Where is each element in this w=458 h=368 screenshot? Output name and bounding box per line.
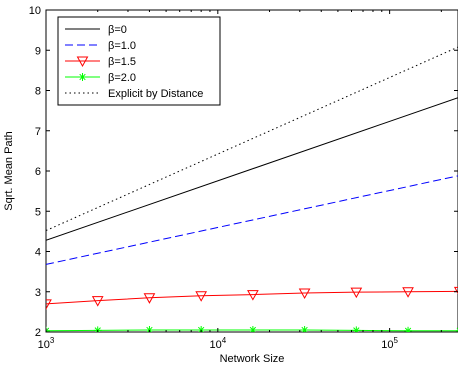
y-tick-label: 10 (29, 5, 41, 17)
series-1 (46, 175, 458, 265)
legend: β=0 β=1.0 β=1.5 β=2.0 Explicit by Distance (57, 16, 221, 106)
data-point (248, 325, 257, 332)
series-line (46, 97, 458, 241)
series-line (46, 290, 458, 305)
legend-label: β=2.0 (108, 72, 136, 84)
y-tick-label: 7 (35, 126, 41, 138)
data-point (404, 326, 413, 332)
data-point (195, 291, 208, 302)
legend-item: β=2.0 (65, 72, 136, 84)
data-point (46, 326, 50, 332)
data-point (46, 299, 52, 310)
legend-marker (76, 56, 89, 68)
y-tick-label: 3 (35, 287, 41, 299)
x-tick-base: 10 (209, 339, 221, 351)
x-tick-exponent: 5 (394, 336, 399, 345)
legend-label: Explicit by Distance (108, 88, 203, 100)
legend-item: β=0 (65, 24, 127, 36)
legend-item: Explicit by Distance (65, 88, 203, 100)
data-point (352, 326, 361, 332)
data-point (143, 293, 156, 304)
legend-marker (78, 73, 87, 81)
data-point (247, 290, 259, 301)
data-point (145, 325, 154, 332)
data-point (197, 325, 206, 332)
x-axis-label: Network Size (220, 353, 285, 365)
x-tick-base: 10 (381, 339, 393, 351)
legend-item: β=1.0 (65, 40, 136, 52)
legend-label: β=0 (108, 24, 127, 36)
y-tick-label: 4 (35, 247, 41, 259)
series-layer (46, 46, 458, 332)
legend-label: β=1.5 (108, 56, 136, 68)
series-line (46, 175, 458, 265)
legend-item: β=1.5 (65, 56, 136, 68)
y-tick-label: 8 (35, 86, 41, 98)
x-tick-exponent: 4 (222, 336, 227, 345)
series-2 (46, 286, 458, 310)
data-point (300, 325, 309, 332)
y-tick-label: 5 (35, 206, 41, 218)
x-tick-label: 103 (38, 336, 55, 351)
legend-label: β=1.0 (108, 40, 136, 52)
series-line (46, 46, 458, 232)
x-tick-label: 105 (381, 336, 398, 351)
series-0 (46, 97, 458, 241)
x-tick-label: 104 (209, 336, 226, 351)
data-point (298, 288, 311, 299)
y-tick-label: 2 (35, 327, 41, 339)
data-point (350, 287, 363, 299)
x-tick-base: 10 (38, 339, 50, 351)
data-point (91, 296, 104, 307)
x-tick-exponent: 3 (50, 336, 55, 345)
y-tick-label: 9 (35, 45, 41, 57)
data-point (402, 287, 414, 298)
y-tick-label: 6 (35, 166, 41, 178)
y-axis-label: Sqrt. Mean Path (3, 131, 15, 211)
series-4 (46, 46, 458, 232)
